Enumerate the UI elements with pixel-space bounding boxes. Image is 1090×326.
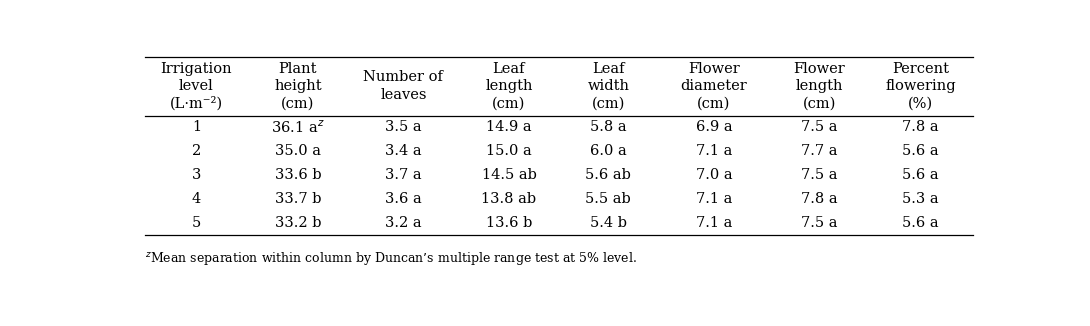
Text: 3.2 a: 3.2 a bbox=[385, 216, 422, 230]
Text: 3.5 a: 3.5 a bbox=[385, 120, 422, 134]
Text: 35.0 a: 35.0 a bbox=[275, 144, 320, 158]
Text: 4: 4 bbox=[192, 192, 201, 206]
Text: 2: 2 bbox=[192, 144, 201, 158]
Text: 7.8 a: 7.8 a bbox=[801, 192, 838, 206]
Text: 14.5 ab: 14.5 ab bbox=[482, 168, 536, 182]
Text: 33.6 b: 33.6 b bbox=[275, 168, 322, 182]
Text: Plant
height
(cm): Plant height (cm) bbox=[274, 62, 322, 111]
Text: 14.9 a: 14.9 a bbox=[486, 120, 532, 134]
Text: 3.4 a: 3.4 a bbox=[385, 144, 422, 158]
Text: 5.3 a: 5.3 a bbox=[903, 192, 940, 206]
Text: 7.0 a: 7.0 a bbox=[695, 168, 732, 182]
Text: Flower
diameter
(cm): Flower diameter (cm) bbox=[680, 62, 748, 111]
Text: 7.1 a: 7.1 a bbox=[695, 192, 732, 206]
Text: 33.7 b: 33.7 b bbox=[275, 192, 322, 206]
Text: 13.8 ab: 13.8 ab bbox=[482, 192, 536, 206]
Text: Irrigation
level
(L·m⁻²): Irrigation level (L·m⁻²) bbox=[160, 62, 232, 111]
Text: 5: 5 bbox=[192, 216, 201, 230]
Text: $^{z}$Mean separation within column by Duncan’s multiple range test at 5% level.: $^{z}$Mean separation within column by D… bbox=[145, 250, 637, 267]
Text: 7.5 a: 7.5 a bbox=[801, 120, 837, 134]
Text: 6.9 a: 6.9 a bbox=[695, 120, 732, 134]
Text: Leaf
length
(cm): Leaf length (cm) bbox=[485, 62, 533, 111]
Text: 1: 1 bbox=[192, 120, 201, 134]
Text: Number of
leaves: Number of leaves bbox=[363, 70, 444, 102]
Text: Flower
length
(cm): Flower length (cm) bbox=[794, 62, 845, 111]
Text: 7.8 a: 7.8 a bbox=[903, 120, 940, 134]
Text: 13.6 b: 13.6 b bbox=[486, 216, 532, 230]
Text: 7.5 a: 7.5 a bbox=[801, 168, 837, 182]
Text: 5.8 a: 5.8 a bbox=[590, 120, 627, 134]
Text: 7.1 a: 7.1 a bbox=[695, 144, 732, 158]
Text: 6.0 a: 6.0 a bbox=[590, 144, 627, 158]
Text: 15.0 a: 15.0 a bbox=[486, 144, 532, 158]
Text: Leaf
width
(cm): Leaf width (cm) bbox=[588, 62, 629, 111]
Text: 3: 3 bbox=[192, 168, 202, 182]
Text: 5.5 ab: 5.5 ab bbox=[585, 192, 631, 206]
Text: 5.6 a: 5.6 a bbox=[903, 144, 940, 158]
Text: 5.6 a: 5.6 a bbox=[903, 216, 940, 230]
Text: 3.7 a: 3.7 a bbox=[385, 168, 422, 182]
Text: 7.5 a: 7.5 a bbox=[801, 216, 837, 230]
Text: 7.7 a: 7.7 a bbox=[801, 144, 837, 158]
Text: 33.2 b: 33.2 b bbox=[275, 216, 322, 230]
Text: 5.4 b: 5.4 b bbox=[590, 216, 627, 230]
Text: 7.1 a: 7.1 a bbox=[695, 216, 732, 230]
Text: 36.1 a$^{z}$: 36.1 a$^{z}$ bbox=[271, 119, 325, 136]
Text: Percent
flowering
(%): Percent flowering (%) bbox=[885, 62, 956, 111]
Text: 5.6 a: 5.6 a bbox=[903, 168, 940, 182]
Text: 5.6 ab: 5.6 ab bbox=[585, 168, 631, 182]
Text: 3.6 a: 3.6 a bbox=[385, 192, 422, 206]
